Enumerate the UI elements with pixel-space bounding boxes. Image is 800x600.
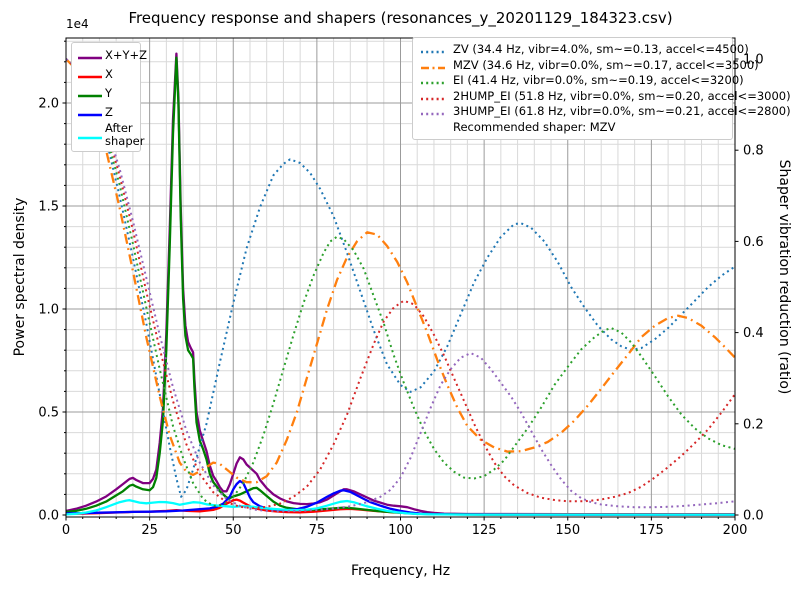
legend-measured-label: After shaper bbox=[105, 121, 145, 148]
x-tick-label: 75 bbox=[309, 523, 326, 538]
legend-shapers-label: 2HUMP_EI (51.8 Hz, vibr=0.0%, sm~=0.20, … bbox=[453, 88, 791, 103]
y-left-tick-label: 1.0 bbox=[38, 303, 59, 318]
y-left-tick-label: 2.0 bbox=[38, 97, 59, 112]
legend-shapers-item-3: 2HUMP_EI (51.8 Hz, vibr=0.0%, sm~=0.20, … bbox=[420, 89, 791, 105]
legend-line-sample-icon bbox=[78, 75, 102, 79]
grid-major bbox=[66, 38, 735, 517]
x-tick-label: 50 bbox=[225, 523, 242, 538]
legend-line-sample-icon bbox=[78, 113, 102, 117]
x-tick-label: 175 bbox=[639, 523, 664, 538]
y-right-tick-label: 1.0 bbox=[743, 53, 764, 68]
series-curves bbox=[66, 52, 735, 516]
legend-measured-signals: X+Y+Z X Y Z After shaper bbox=[71, 42, 147, 152]
x-axis-label: Frequency, Hz bbox=[350, 563, 451, 579]
legend-measured-item-4: After shaper bbox=[77, 122, 144, 148]
axis-ticks bbox=[62, 40, 739, 521]
y-axis-label-left: Power spectral density bbox=[12, 197, 28, 357]
legend-line-sample-icon bbox=[78, 136, 102, 139]
legend-shapers-item-2: EI (41.4 Hz, vibr=0.0%, sm~=0.19, accel<… bbox=[420, 73, 744, 89]
legend-shapers-label: MZV (34.6 Hz, vibr=0.0%, sm~=0.17, accel… bbox=[453, 57, 759, 72]
legend-line-sample-icon bbox=[421, 51, 445, 54]
legend-measured-item-1: X bbox=[77, 65, 135, 84]
legend-measured-label: Z bbox=[105, 105, 113, 119]
series-y bbox=[66, 56, 735, 516]
x-tick-label: 25 bbox=[141, 523, 158, 538]
legend-shapers-label: Recommended shaper: MZV bbox=[453, 119, 616, 134]
y-right-tick-label: 0.6 bbox=[743, 235, 764, 250]
series-x+y+z bbox=[66, 52, 735, 516]
y-right-tick-label: 0.8 bbox=[743, 144, 764, 159]
x-tick-label: 125 bbox=[472, 523, 497, 538]
legend-line-sample-icon bbox=[421, 113, 445, 116]
y-right-tick-label: 0.0 bbox=[743, 509, 764, 524]
legend-shapers-item-0: ZV (34.4 Hz, vibr=4.0%, sm~=0.13, accel<… bbox=[420, 42, 749, 58]
legend-measured-item-2: Y bbox=[77, 84, 135, 103]
y-right-tick-label: 0.4 bbox=[743, 326, 764, 341]
legend-sample-empty bbox=[420, 127, 446, 133]
legend-measured-label: X bbox=[105, 67, 113, 81]
x-tick-label: 100 bbox=[388, 523, 413, 538]
legend-measured-item-0: X+Y+Z bbox=[77, 46, 147, 65]
series-3hump_ei bbox=[66, 58, 735, 513]
chart-title: Frequency response and shapers (resonanc… bbox=[128, 9, 673, 27]
y-left-tick-label: 0.5 bbox=[38, 406, 59, 421]
legend-measured-item-3: Z bbox=[77, 103, 135, 122]
x-tick-label: 200 bbox=[723, 523, 748, 538]
legend-shapers: ZV (34.4 Hz, vibr=4.0%, sm~=0.13, accel<… bbox=[412, 37, 791, 140]
legend-line-sample-icon bbox=[421, 82, 445, 85]
y-axis-label-right: Shaper vibration reduction (ratio) bbox=[776, 159, 792, 395]
legend-measured-label: Y bbox=[105, 86, 113, 100]
legend-shapers-label: ZV (34.4 Hz, vibr=4.0%, sm~=0.13, accel<… bbox=[453, 42, 749, 57]
legend-shapers-item-4: 3HUMP_EI (61.8 Hz, vibr=0.0%, sm~=0.21, … bbox=[420, 104, 791, 120]
legend-shapers-label: 3HUMP_EI (61.8 Hz, vibr=0.0%, sm~=0.21, … bbox=[453, 104, 791, 119]
legend-line-sample-icon bbox=[78, 56, 102, 60]
legend-shapers-item-5: Recommended shaper: MZV bbox=[420, 120, 725, 136]
x-tick-label: 150 bbox=[555, 523, 580, 538]
legend-measured-label: X+Y+Z bbox=[105, 48, 148, 62]
x-tick-label: 0 bbox=[62, 523, 70, 538]
axis-tick-labels: 0 25 50 75 100 125 150 175 2000.00.51.01.52.00.0… bbox=[38, 53, 763, 539]
legend-shapers-label: EI (41.4 Hz, vibr=0.0%, sm~=0.19, accel<… bbox=[453, 73, 744, 88]
y-left-tick-label: 0.0 bbox=[38, 509, 59, 524]
y-left-tick-label: 1.5 bbox=[38, 200, 59, 215]
legend-shapers-item-1: MZV (34.6 Hz, vibr=0.0%, sm~=0.17, accel… bbox=[420, 58, 759, 74]
y-axis-offset-text: 1e4 bbox=[66, 17, 89, 31]
legend-line-sample-icon bbox=[421, 66, 445, 69]
legend-line-sample-icon bbox=[421, 97, 445, 100]
y-right-tick-label: 0.2 bbox=[743, 417, 764, 432]
legend-line-sample-icon bbox=[78, 94, 102, 98]
